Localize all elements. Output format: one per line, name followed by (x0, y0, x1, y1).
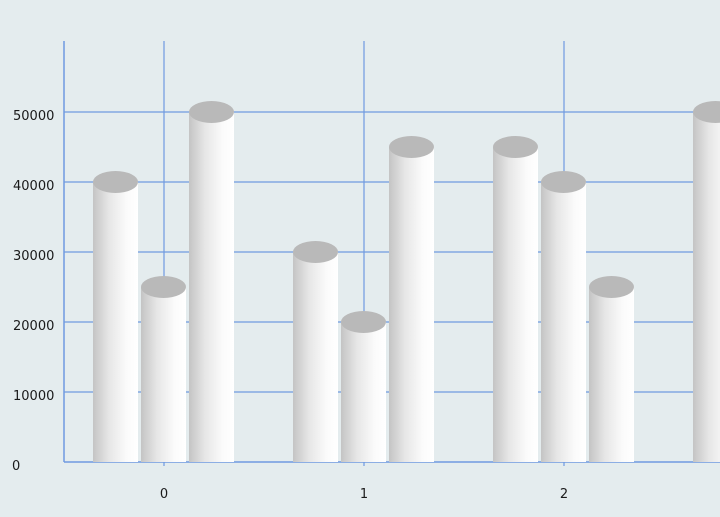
y-tick-label: 30000 (13, 249, 54, 264)
y-tick-label: 50000 (13, 109, 54, 124)
y-tick-label: 10000 (13, 389, 54, 404)
bar (693, 101, 720, 462)
x-tick-label: 2 (560, 487, 568, 502)
bar (293, 241, 338, 462)
bar (541, 171, 586, 462)
bar (389, 136, 434, 462)
x-tick-label: 0 (160, 487, 168, 502)
bar (189, 101, 234, 462)
tick-labels: 0 10000 20000 30000 40000 50000 0 1 2 (12, 109, 568, 502)
x-tick-label: 1 (360, 487, 368, 502)
y-tick-label: 0 (12, 459, 20, 474)
bar (589, 276, 634, 462)
bars (93, 101, 720, 462)
bar (341, 311, 386, 462)
y-tick-label: 20000 (13, 319, 54, 334)
bar (493, 136, 538, 462)
bar (93, 171, 138, 462)
bar (141, 276, 186, 462)
y-tick-label: 40000 (13, 179, 54, 194)
